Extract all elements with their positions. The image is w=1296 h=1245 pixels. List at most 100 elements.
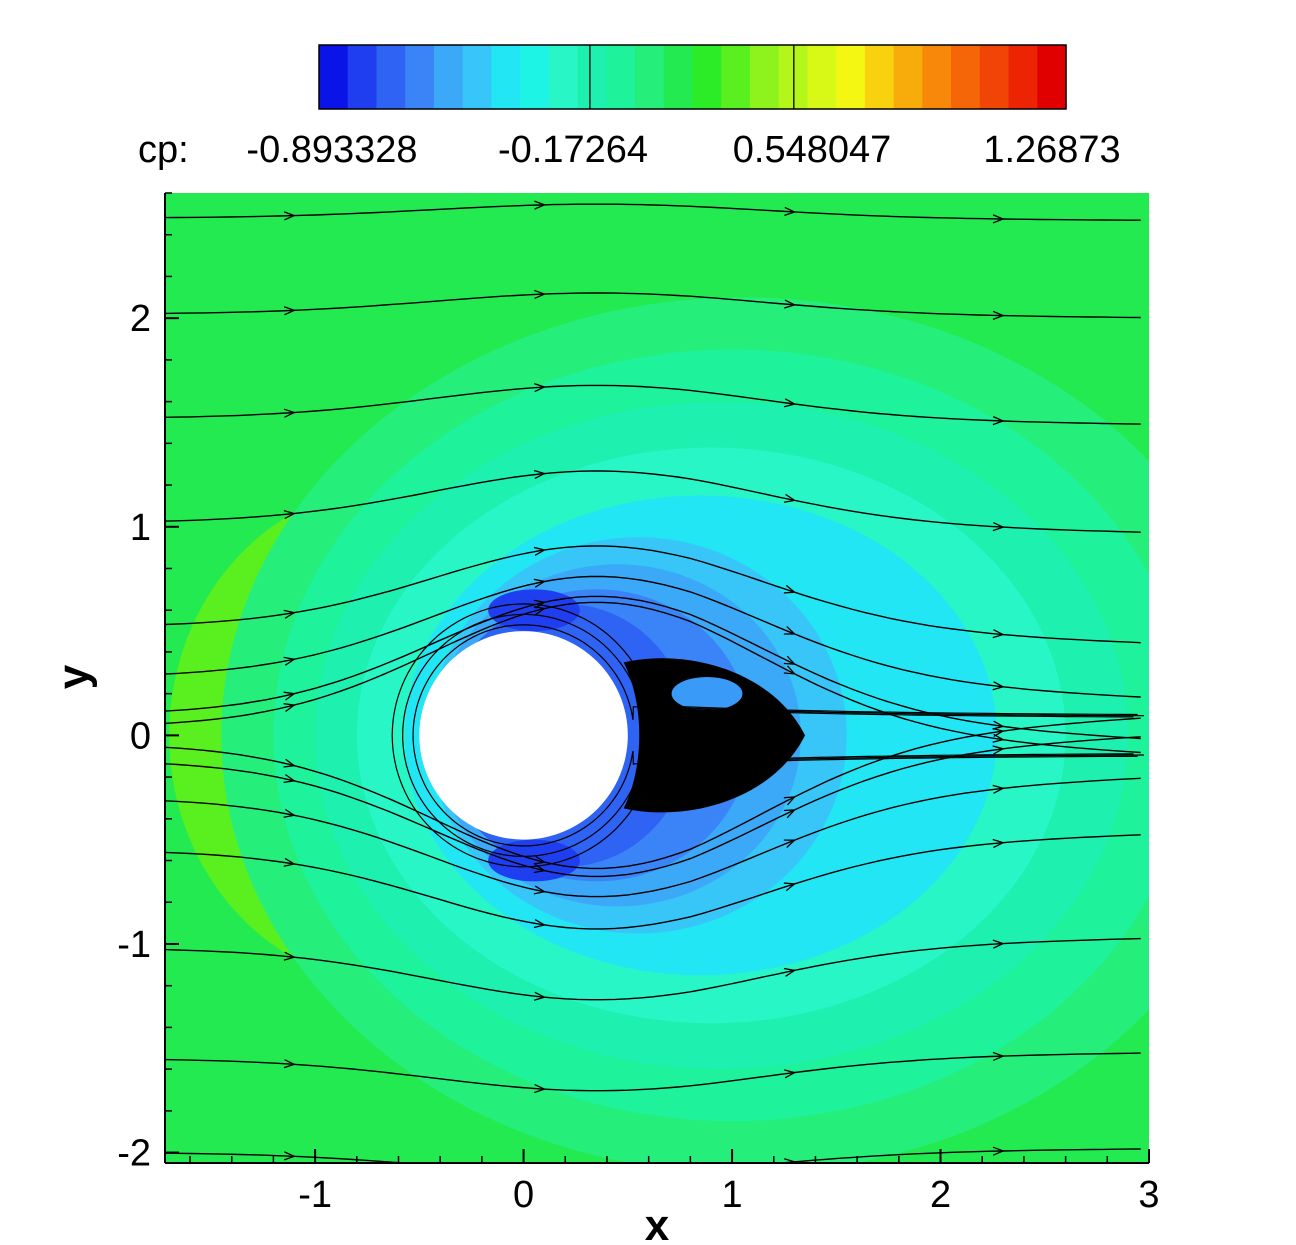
colorbar-level [376,45,406,109]
colorbar-level [577,45,607,109]
x-tick-label: 0 [513,1174,534,1216]
streamline-arrow [992,214,1005,224]
streamline-arrow [283,758,296,768]
streamline-arrow [533,599,547,609]
streamline-arrow [784,1069,797,1079]
colorbar-level [864,45,895,109]
x-tick-label: 3 [1138,1174,1159,1216]
streamline-arrow [534,382,547,393]
streamline-arrow [283,703,296,712]
streamline-arrow [534,289,547,300]
streamlines [165,200,1145,1163]
streamline-arrow [283,951,296,961]
streamline [165,292,1141,319]
colorbar-level [979,45,1010,109]
streamline [165,595,1141,740]
colorbar-level [491,45,521,109]
streamline-arrow [992,720,1005,730]
streamline-arrow [784,299,797,309]
y-tick-label: -1 [117,924,151,966]
colorbar-level [807,45,837,109]
streamline-arrow [783,796,797,806]
colorbar-level [749,45,780,109]
streamline-arrow [992,745,1005,755]
streamline-arrow [783,626,797,635]
streamline-arrow [783,493,797,503]
recirculation-wake [623,658,806,813]
x-tick-label: -1 [298,1174,332,1216]
colorbar-level [951,45,981,109]
y-tick-label: 2 [130,298,151,340]
streamline-arrow [283,1151,297,1161]
streamline-arrow [533,546,547,556]
streamline-arrow [992,784,1005,794]
colorbar-level [548,45,579,109]
streamline-arrow [783,839,797,849]
near-wall-streamline [412,735,1134,847]
near-wall-streamline [402,735,1145,857]
colorbar-tick-label: 0.548047 [733,129,892,171]
x-axis-title: x [645,1201,670,1245]
cylinder-body [419,631,628,840]
streamline-arrow [992,733,1005,743]
streamline-arrow [783,665,797,675]
y-tick-label: 1 [130,507,151,549]
streamline-arrow [533,991,547,1001]
colorbar-level [663,45,694,109]
colorbar-level [347,45,378,109]
axes: -1 0 1 2 3 -2 -1 0 1 2 [117,192,1160,1216]
streamline [165,601,1141,754]
colorbar-level [692,45,722,109]
streamline-arrow [784,206,797,217]
streamline-arrow [992,1146,1005,1156]
streamline-arrow [283,656,296,666]
colorbar-level [635,45,665,109]
streamline [165,470,1141,533]
streamline [165,1052,1141,1092]
streamline-arrow [283,857,296,867]
streamline-arrow [992,939,1005,949]
streamline-arrow [283,211,297,221]
streamline [165,736,1141,878]
colorbar-level [836,45,866,109]
streamline-arrow [992,838,1005,849]
streamline [165,937,1141,1001]
streamline-arrow [533,885,547,895]
colorbar-level [606,45,636,109]
streamline-arrow [992,629,1005,639]
streamline-arrow [783,655,797,665]
colorbar-level [462,45,492,109]
streamline-arrow [992,727,1005,737]
x-tick-label: 2 [930,1174,951,1216]
streamline-arrow [992,416,1005,426]
colorbar-level [433,45,464,109]
y-axis-title: y [49,664,98,689]
cp-colorbar [318,44,1067,110]
streamline-arrow [533,855,547,865]
colorbar-level [1008,45,1038,109]
streamline-arrow [534,1083,547,1094]
colorbar-tick-label: 1.26873 [983,129,1120,171]
y-tick-label: 0 [130,715,151,757]
near-wall-streamline [402,613,1144,736]
streamline-arrow [283,1059,297,1069]
x-tick-label: 1 [721,1174,742,1216]
colorbar-tick-label: -0.17264 [498,129,648,171]
colorbar-label: cp: [138,129,189,171]
colorbar-level [893,45,923,109]
streamline-arrow [533,606,547,616]
streamline-arrow [533,469,547,480]
streamline [165,717,1141,870]
colorbar-frame [318,44,1067,110]
colorbar-level [405,45,435,109]
near-wall-streamline [391,603,1138,736]
streamline-arrow [283,306,297,316]
streamline-arrow [283,408,297,418]
streamline-arrow [283,609,296,619]
streamline [165,203,1141,221]
streamline-arrow [283,808,296,818]
streamline-arrow [992,522,1005,532]
near-wall-streamline [391,735,1138,868]
streamline-arrow [992,310,1005,320]
